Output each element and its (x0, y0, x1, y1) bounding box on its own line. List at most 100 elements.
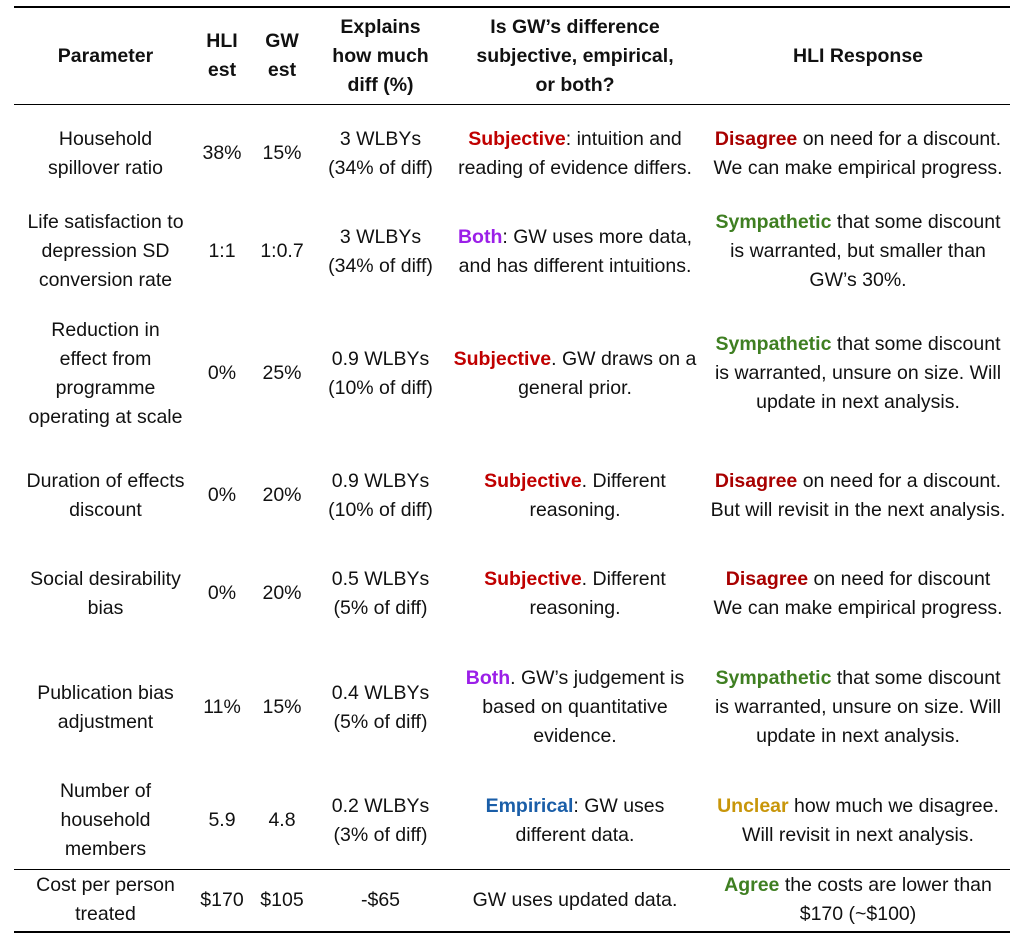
header-gw-est: GW est (247, 7, 317, 105)
response-keyword: Disagree (725, 567, 809, 590)
table-row: Life satisfaction to depression SD convers… (14, 203, 1010, 301)
cell-hli-est: 0% (207, 484, 237, 506)
difference-kind-text: : GW uses more data, and has different i… (458, 225, 693, 277)
response-keyword: Unclear (717, 794, 789, 817)
cell-gw-est: 1:0.7 (260, 240, 304, 262)
cell-hli-response: Sympathetic that some discount is warran… (706, 301, 1010, 447)
cell-difference-kind: Subjective. Different reasoning. (444, 447, 706, 545)
parameter-line: Duration of effects (26, 469, 185, 492)
header-difference-kind: Is GW’s difference subjective, empirical… (444, 7, 706, 105)
cell-hli-response: Disagree on need for a discount. We can … (706, 105, 1010, 203)
table-row: Duration of effects discount 0% 20% 0.9 WLBY… (14, 447, 1010, 545)
cell-gw-est: 20% (262, 484, 302, 506)
parameter-line: Reduction in (51, 318, 160, 341)
header-hli-line: HLI (206, 30, 238, 52)
response-text: on need for discount We can make empiric… (713, 567, 1003, 619)
response-text: on need for a discount. But will revisit… (710, 469, 1006, 521)
cell-gw-est: 15% (262, 142, 302, 165)
explains-line: (3% of diff) (333, 823, 428, 846)
cell-parameter: Household spillover ratio (14, 105, 197, 203)
parameter-line: spillover ratio (48, 156, 163, 179)
explains-line: (10% of diff) (328, 376, 433, 399)
parameter-line: members (64, 838, 147, 861)
header-kind-line: Is GW’s difference (490, 15, 660, 38)
table-body: Household spillover ratio 38% 15% 3 WLBYs (34… (14, 105, 1010, 932)
explains-line: 0.5 WLBYs (331, 567, 430, 590)
parameter-line: programme (55, 376, 156, 399)
explains-line: 0.9 WLBYs (331, 469, 430, 492)
table-row: Social desirability bias 0% 20% 0.5 WLBYs (5%… (14, 545, 1010, 643)
parameter-line: Life satisfaction to (27, 211, 184, 233)
cell-hli-response: Disagree on need for a discount. But wil… (706, 447, 1010, 545)
parameter-line: household (60, 809, 151, 832)
cell-difference-kind: Subjective. GW draws on a general prior. (444, 301, 706, 447)
response-keyword: Agree (724, 874, 780, 897)
explains-line: 3 WLBYs (339, 127, 422, 150)
parameter-comparison-table: Parameter HLI est GW est Explains how mu… (14, 6, 1010, 933)
explains-line: (34% of diff) (328, 254, 433, 277)
cell-explains: 0.9 WLBYs (10% of diff) (317, 447, 444, 545)
parameter-line: depression SD (41, 240, 170, 262)
table-row: Cost per person treated $170 $105 -$65 GW use… (14, 869, 1010, 932)
cell-difference-kind: GW uses updated data. (444, 870, 706, 932)
cell-gw-est: 25% (262, 362, 302, 384)
difference-kind-keyword: Both (465, 667, 511, 689)
cell-parameter: Duration of effects discount (14, 447, 197, 545)
cell-difference-kind: Both. GW’s judgement is based on quantit… (444, 643, 706, 773)
difference-kind-text: . GW draws on a general prior. (518, 347, 697, 399)
parameter-line: discount (69, 498, 142, 521)
table-row: Publication bias adjustment 11% 15% 0.4 WLBY… (14, 643, 1010, 773)
response-text: on need for a discount. We can make empi… (713, 127, 1003, 179)
parameter-line: bias (87, 596, 124, 619)
response-keyword: Sympathetic (715, 211, 832, 233)
cell-explains: 3 WLBYs (34% of diff) (317, 105, 444, 203)
table-header-row: Parameter HLI est GW est Explains how mu… (14, 7, 1010, 105)
cell-explains: 3 WLBYs (34% of diff) (317, 203, 444, 301)
cell-hli-response: Sympathetic that some discount is warran… (706, 643, 1010, 773)
difference-kind-text: : GW uses different data. (515, 794, 665, 846)
header-kind-line: or both? (535, 73, 615, 96)
explains-line: 0.2 WLBYs (331, 794, 430, 817)
difference-kind-text: . GW’s judgement is based on quantitativ… (482, 667, 685, 747)
parameter-line: operating at scale (28, 405, 183, 428)
explains-line: 0.4 WLBYs (331, 681, 430, 704)
header-hli-est: HLI est (197, 7, 247, 105)
parameter-line: Household (58, 127, 153, 150)
parameter-line: Social desirability (30, 567, 181, 590)
explains-line: (10% of diff) (328, 498, 433, 521)
cell-parameter: Social desirability bias (14, 545, 197, 643)
header-explains-line: diff (%) (347, 73, 414, 96)
response-text: that some discount is warranted, but sma… (730, 211, 1001, 291)
cell-parameter: Life satisfaction to depression SD convers… (14, 203, 197, 301)
explains-line: (5% of diff) (333, 710, 428, 733)
cell-explains: -$65 (317, 870, 444, 932)
response-keyword: Sympathetic (715, 333, 832, 355)
difference-kind-text: : intuition and reading of evidence diff… (458, 127, 692, 179)
header-gw-line: GW (265, 30, 299, 52)
difference-kind-text: . Different reasoning. (529, 469, 666, 521)
cell-explains: 0.4 WLBYs (5% of diff) (317, 643, 444, 773)
table-row: Household spillover ratio 38% 15% 3 WLBYs (34… (14, 105, 1010, 203)
response-keyword: Sympathetic (715, 667, 832, 689)
cell-difference-kind: Both: GW uses more data, and has differe… (444, 203, 706, 301)
header-hli-response: HLI Response (792, 44, 924, 67)
cell-hli-response: Unclear how much we disagree. Will revis… (706, 773, 1010, 870)
response-text: how much we disagree. Will revisit in ne… (742, 794, 999, 846)
cell-gw-est: 20% (262, 582, 302, 604)
cell-parameter: Number of household members (14, 773, 197, 870)
difference-kind-keyword: Subjective (453, 347, 552, 370)
difference-kind-keyword: Both (457, 225, 503, 248)
parameter-line: Publication bias (37, 681, 174, 704)
header-explains: Explains how much diff (%) (317, 7, 444, 105)
header-explains-line: how much (332, 44, 429, 67)
header-kind-line: subjective, empirical, (476, 44, 674, 67)
parameter-line: treated (75, 903, 136, 926)
cell-gw-est: 15% (262, 696, 302, 718)
cell-hli-est: 1:1 (208, 240, 236, 262)
cell-hli-response: Disagree on need for discount We can mak… (706, 545, 1010, 643)
header-explains-line: Explains (340, 15, 421, 38)
explains-line: 3 WLBYs (339, 225, 422, 248)
cell-difference-kind: Subjective: intuition and reading of evi… (444, 105, 706, 203)
explains-line: 0.9 WLBYs (331, 347, 430, 370)
